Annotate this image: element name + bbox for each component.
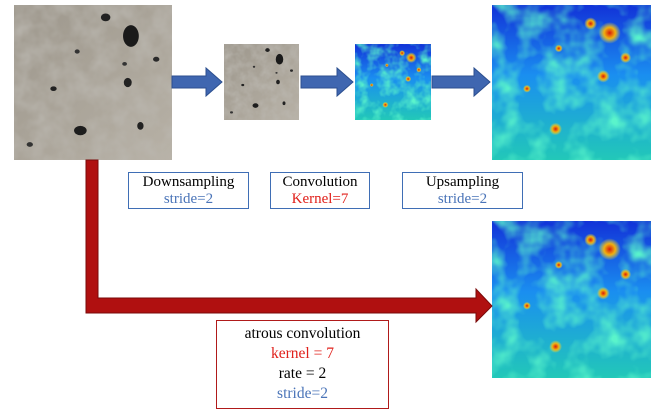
atrous-param: kernel = 7 [217, 344, 388, 364]
step-label: Convolution [271, 174, 369, 191]
atrous-heatmap [492, 221, 651, 378]
arrow [301, 68, 353, 96]
conv-heatmap [355, 44, 431, 120]
step-param: Kernel=7 [271, 191, 369, 208]
atrous-label: atrous convolution [217, 324, 388, 344]
step-param: stride=2 [403, 191, 522, 208]
arrow [172, 68, 222, 96]
atrous-param: rate = 2 [217, 364, 388, 384]
upsampled-heatmap [492, 5, 651, 160]
step-label: Upsampling [403, 174, 522, 191]
page: Downsamplingstride=2 ConvolutionKernel=7… [0, 0, 657, 409]
input-image [14, 5, 172, 160]
atrous-param: stride=2 [217, 384, 388, 404]
atrous-box: atrous convolution kernel = 7 rate = 2 s… [216, 320, 389, 409]
step-label: Downsampling [129, 174, 248, 191]
step-param: stride=2 [129, 191, 248, 208]
arrows [172, 68, 490, 96]
arrow [432, 68, 490, 96]
downsampled-image [224, 44, 299, 120]
